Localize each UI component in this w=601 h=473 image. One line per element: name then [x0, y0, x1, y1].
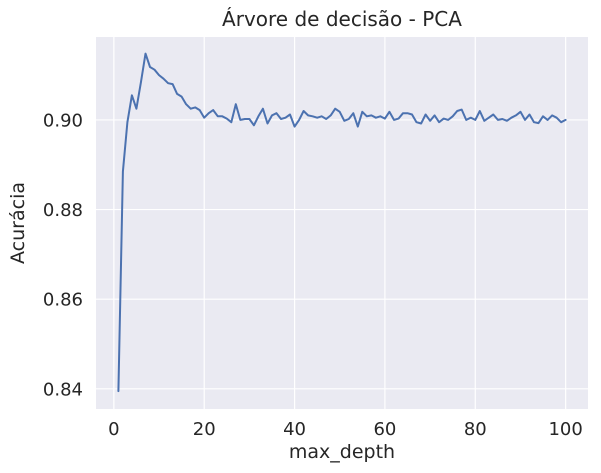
x-tick-label: 60 [373, 419, 396, 440]
x-axis-label: max_depth [289, 441, 395, 463]
x-tick-label: 20 [193, 419, 216, 440]
y-tick-label: 0.90 [43, 110, 83, 131]
y-tick-label: 0.84 [43, 379, 83, 400]
y-axis-label: Acurácia [7, 182, 29, 264]
x-tick-label: 100 [548, 419, 582, 440]
x-tick-label: 40 [283, 419, 306, 440]
chart-title: Árvore de decisão - PCA [222, 7, 462, 31]
plot-area [96, 37, 588, 409]
x-tick-label: 80 [464, 419, 487, 440]
series-layer [117, 52, 567, 393]
y-tick-label: 0.86 [43, 290, 83, 311]
series-line [117, 52, 567, 393]
y-tick-label: 0.88 [43, 200, 83, 221]
x-tick-label: 0 [108, 419, 119, 440]
tick-labels: 0 20 40 60 80 100 0.84 0.86 0.88 0.90 [43, 110, 583, 440]
